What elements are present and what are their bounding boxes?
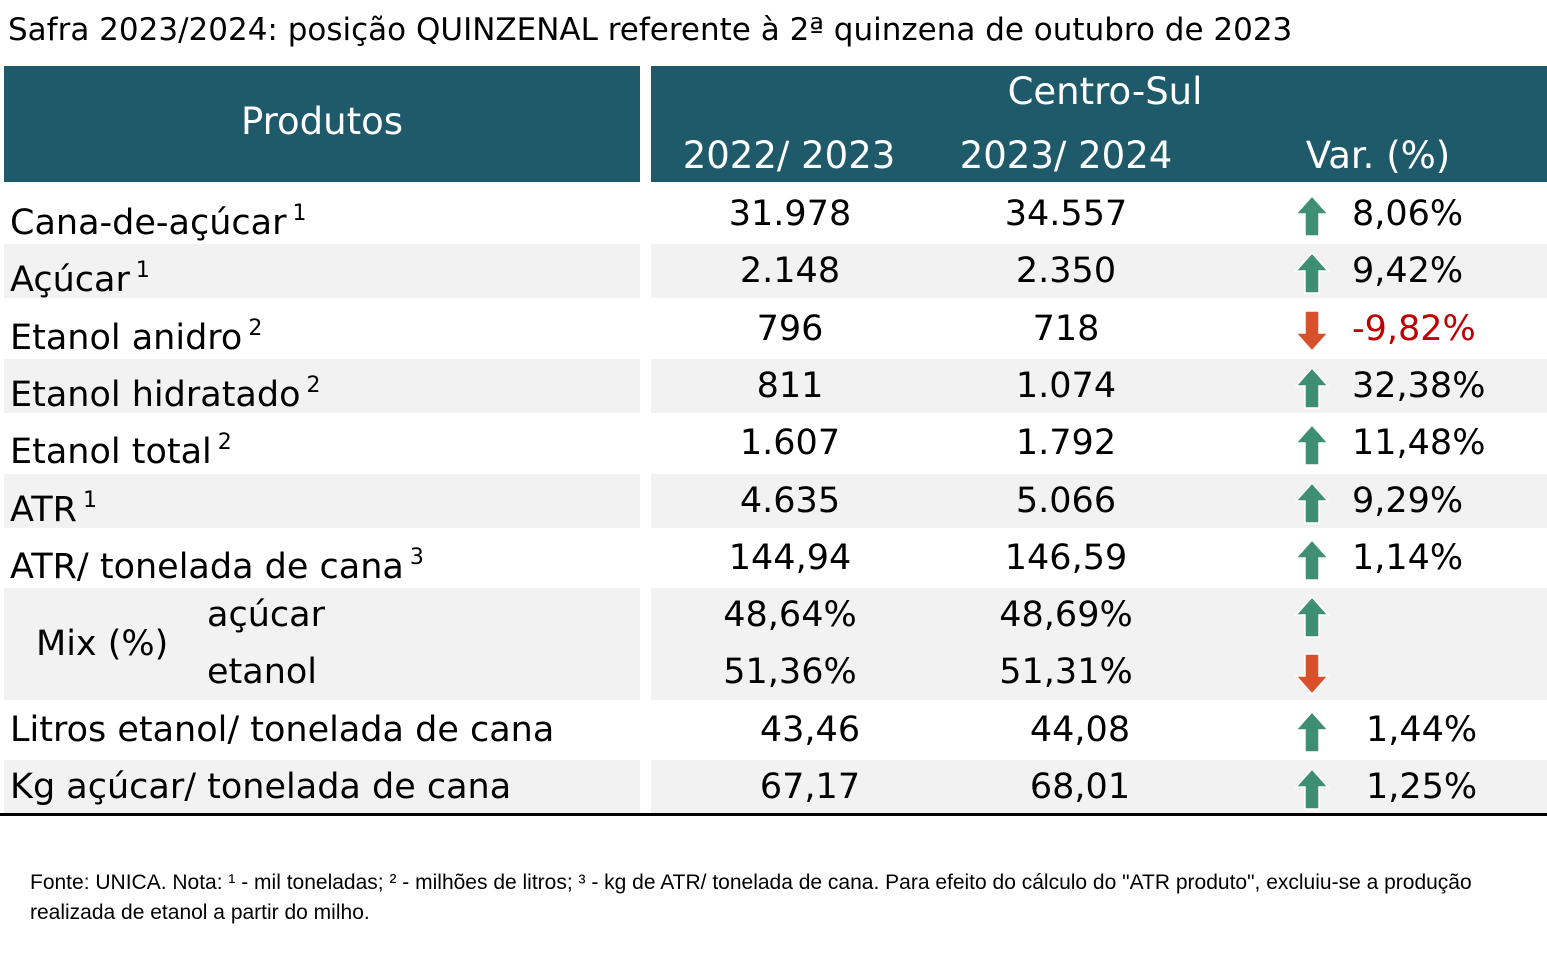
value-curr: 68,01 [1029,767,1131,807]
row-band-right [651,358,1547,413]
row-label-text: ATR/ tonelada de cana [10,546,404,587]
value-var: 9,29% [1352,480,1464,521]
row-label-text: ATR [10,489,77,530]
table-bottom-rule [0,813,1547,816]
mix-label: Mix (%) [36,624,169,665]
value-prev: 43,46 [759,709,861,750]
row-label-text: Litros etanol/ tonelada de cana [10,709,555,750]
value-curr: 51,31% [999,652,1133,693]
value-prev: 67,17 [759,767,861,807]
mix-sub-label: açúcar [207,595,325,636]
value-var: 9,42% [1352,251,1464,292]
value-prev: 2.148 [739,251,841,292]
row-label-text: Etanol anidro [10,317,243,358]
header-col-prev: 2022/ 2023 [682,134,896,177]
row-label-text: Etanol hidratado [10,374,301,415]
footnote-marker: 2 [306,372,321,398]
row-label: ATR/ tonelada de cana 3 [10,538,424,587]
row-band-left [4,244,640,299]
value-var: -9,82% [1352,308,1476,349]
arrow-up-icon [1294,366,1330,409]
row-band-left [4,760,640,814]
arrow-up-icon [1294,481,1330,524]
value-var: 1,25% [1366,767,1478,807]
arrow-up-icon [1294,710,1330,753]
value-curr: 1.792 [1015,423,1117,464]
value-curr: 44,08 [1029,709,1131,750]
footnote-marker: 1 [292,201,307,226]
arrow-up-icon [1294,194,1330,237]
row-label: Etanol anidro 2 [10,309,262,358]
row-label-text: Açúcar [10,260,130,301]
row-band-right [651,473,1547,528]
value-curr: 34.557 [1004,194,1128,234]
footnote-marker: 3 [409,544,424,570]
footnote-marker: 1 [135,258,150,284]
header-produtos-label: Produtos [240,100,404,143]
row-band-left [4,473,640,528]
value-curr: 5.066 [1015,480,1117,521]
row-band-right [651,244,1547,299]
header-produtos: Produtos [4,66,640,182]
value-var: 32,38% [1352,365,1486,406]
value-var: 1,44% [1366,709,1478,750]
footnote-marker: 2 [248,315,263,341]
footnote: Fonte: UNICA. Nota: ¹ - mil toneladas; ²… [30,871,1472,924]
header-centro-sul: Centro-Sul 2022/ 2023 2023/ 2024 Var. (%… [651,66,1547,182]
value-prev: 4.635 [739,480,841,521]
value-prev: 31.978 [728,194,852,234]
arrow-up-icon [1294,424,1330,466]
header-col-curr: 2023/ 2024 [959,134,1173,177]
page-title: Safra 2023/2024: posição QUINZENAL refer… [8,12,1293,48]
row-label: Kg açúcar/ tonelada de cana [10,767,511,807]
value-prev: 811 [756,365,824,406]
value-curr: 1.074 [1015,365,1117,406]
row-band-left [4,358,640,413]
arrow-down-icon [1294,653,1330,696]
header-col-var: Var. (%) [1305,134,1451,177]
row-label-text: Cana-de-açúcar [10,203,287,243]
arrow-up-icon [1294,767,1330,810]
row-band-left [4,588,640,701]
row-label: Cana-de-açúcar 1 [10,194,306,243]
row-label: Etanol hidratado 2 [10,366,321,415]
value-curr: 2.350 [1015,251,1117,292]
row-band-right [651,588,1547,701]
value-prev: 48,64% [723,595,857,636]
value-prev: 144,94 [728,537,852,578]
value-curr: 146,59 [1004,537,1128,578]
row-label: ATR 1 [10,481,97,530]
arrow-down-icon [1294,309,1330,352]
header-region: Centro-Sul [1007,70,1203,113]
row-label: Litros etanol/ tonelada de cana [10,710,554,750]
row-label: Açúcar 1 [10,251,150,300]
footnote-marker: 1 [82,487,97,513]
value-prev: 51,36% [723,652,857,693]
value-curr: 718 [1032,308,1100,349]
value-curr: 48,69% [999,595,1133,636]
arrow-up-icon [1294,538,1330,581]
value-var: 1,14% [1352,537,1464,578]
value-var: 8,06% [1352,194,1464,234]
mix-sub-label: etanol [207,652,318,693]
row-label-text: Etanol total [10,432,212,473]
value-prev: 796 [756,308,824,349]
arrow-up-icon [1294,595,1330,638]
footnote-marker: 2 [217,430,232,456]
row-label-text: Kg açúcar/ tonelada de cana [10,767,512,807]
value-var: 11,48% [1352,423,1486,464]
row-band-right [651,760,1547,814]
value-prev: 1.607 [739,423,841,464]
row-label: Etanol total 2 [10,423,232,472]
arrow-up-icon [1294,252,1330,295]
